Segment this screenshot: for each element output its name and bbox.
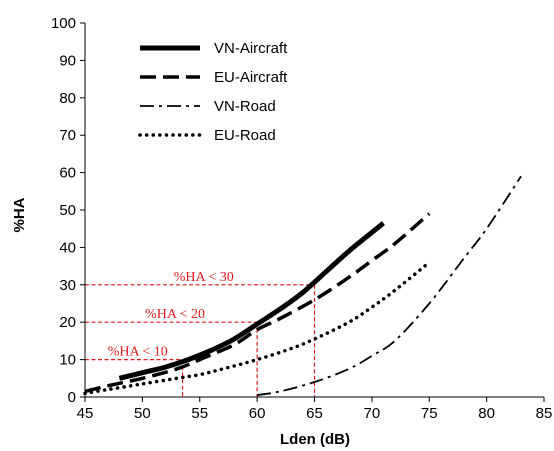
series-line — [83, 260, 432, 396]
x-tick-label: 70 — [364, 405, 381, 422]
y-tick-label: 50 — [59, 202, 76, 219]
legend: VN-Aircraft EU-Aircraft VN-Road EU-Road — [138, 40, 288, 144]
threshold-label: %HA < 10 — [108, 345, 168, 360]
x-tick-label: 60 — [249, 405, 266, 422]
x-tick-label: 50 — [134, 405, 151, 422]
threshold-label: %HA < 20 — [145, 307, 205, 322]
x-tick-label: 80 — [478, 405, 495, 422]
series-lines — [83, 175, 522, 396]
x-tick-label: 75 — [421, 405, 438, 422]
y-tick-label: 20 — [59, 314, 76, 331]
x-tick-label: 55 — [191, 405, 208, 422]
x-axis-title: Lden (dB) — [280, 431, 350, 448]
y-tick-label: 10 — [59, 352, 76, 369]
y-tick-label: 90 — [59, 52, 76, 69]
y-tick-label: 0 — [68, 389, 76, 406]
series-line — [118, 221, 385, 381]
y-tick-label: 80 — [59, 90, 76, 107]
legend-label: EU-Aircraft — [214, 69, 288, 86]
x-tick-label: 45 — [77, 405, 94, 422]
series-line — [256, 175, 522, 396]
y-axis-title: %HA — [11, 197, 28, 232]
series-line — [84, 212, 431, 394]
legend-label: VN-Aircraft — [214, 40, 288, 57]
y-tick-label: 70 — [59, 127, 76, 144]
threshold-annotations: %HA < 10 %HA < 20 %HA < 30 — [85, 270, 316, 397]
y-tick-label: 100 — [51, 15, 76, 32]
x-tick-label: 85 — [536, 405, 553, 422]
legend-label: VN-Road — [214, 98, 276, 115]
threshold-label: %HA < 30 — [174, 270, 234, 285]
x-tick-label: 65 — [306, 405, 323, 422]
y-tick-label: 30 — [59, 277, 76, 294]
legend-label: EU-Road — [214, 127, 276, 144]
axes: 0 10 20 30 40 50 60 70 80 90 100 45 50 55 60 65 70 75 80 85 — [51, 15, 552, 422]
y-tick-label: 60 — [59, 165, 76, 182]
y-tick-label: 40 — [59, 239, 76, 256]
